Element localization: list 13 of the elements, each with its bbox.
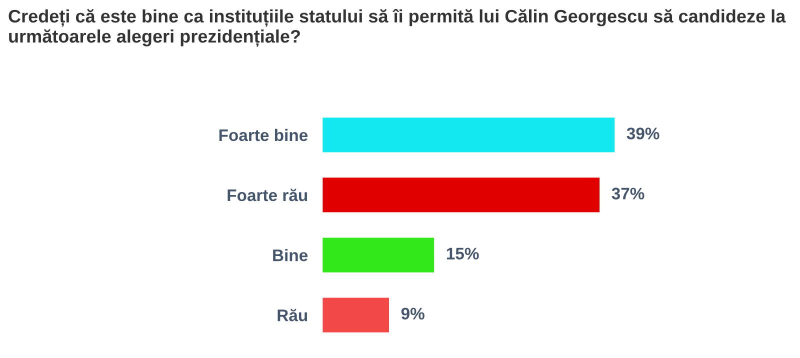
- data-label: 37%: [612, 188, 644, 200]
- y-tick-label: Bine: [273, 248, 308, 262]
- bar: [322, 296, 390, 334]
- y-tick-label: Rău: [278, 308, 308, 322]
- data-label: 39%: [626, 128, 660, 140]
- bar: [322, 236, 436, 274]
- data-label: 9%: [401, 308, 424, 320]
- bar: [322, 176, 601, 214]
- y-tick-label: Foarte bine: [219, 128, 308, 142]
- data-label: 15%: [446, 248, 479, 260]
- chart-title: Credeți că este bine ca instituțiile statului să îi permită lui Călin Georgescu să candideze la următoarele alegeri prezidențiale?: [8, 8, 786, 47]
- bar: [322, 116, 616, 154]
- y-tick-label: Foarte rău: [228, 188, 308, 202]
